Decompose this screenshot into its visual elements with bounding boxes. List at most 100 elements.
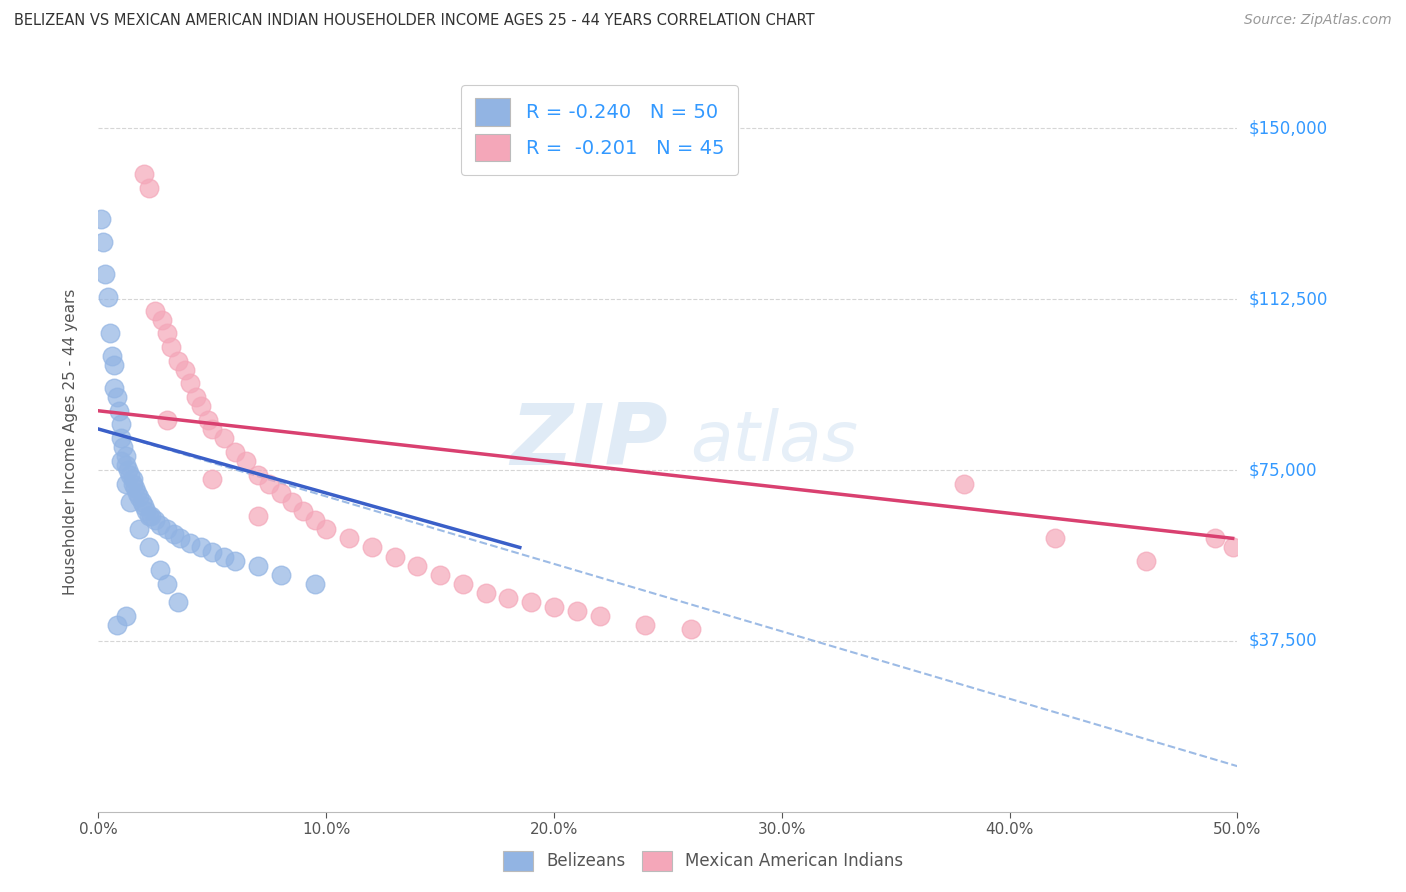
Point xyxy=(96,290,118,304)
Point xyxy=(149,563,172,577)
Text: $150,000: $150,000 xyxy=(1249,120,1327,137)
Point xyxy=(156,413,179,427)
Point xyxy=(270,485,292,500)
Point xyxy=(201,422,224,436)
Point xyxy=(156,326,179,341)
Point xyxy=(138,508,160,523)
Point xyxy=(281,495,304,509)
Point xyxy=(337,532,360,546)
Point xyxy=(98,326,121,341)
Point xyxy=(520,595,543,609)
Point xyxy=(138,180,160,194)
Point xyxy=(429,567,451,582)
Point xyxy=(190,399,212,413)
Point xyxy=(138,541,160,555)
Point xyxy=(120,495,142,509)
Point xyxy=(543,599,565,614)
Point xyxy=(94,267,117,281)
Point xyxy=(246,558,269,573)
Point xyxy=(679,623,702,637)
Point xyxy=(110,431,132,445)
Point xyxy=(128,491,150,505)
Point xyxy=(498,591,520,605)
Point xyxy=(1135,554,1157,568)
Point xyxy=(121,472,143,486)
Point xyxy=(360,541,382,555)
Point xyxy=(224,554,246,568)
Point xyxy=(156,522,179,536)
Point xyxy=(145,513,167,527)
Point xyxy=(259,476,281,491)
Point xyxy=(103,358,125,372)
Point xyxy=(103,381,125,395)
Point xyxy=(174,363,197,377)
Legend: R = -0.240   N = 50, R =  -0.201   N = 45: R = -0.240 N = 50, R = -0.201 N = 45 xyxy=(461,85,738,175)
Text: BELIZEAN VS MEXICAN AMERICAN INDIAN HOUSEHOLDER INCOME AGES 25 - 44 YEARS CORREL: BELIZEAN VS MEXICAN AMERICAN INDIAN HOUS… xyxy=(14,13,814,29)
Text: Source: ZipAtlas.com: Source: ZipAtlas.com xyxy=(1244,13,1392,28)
Point xyxy=(384,549,406,564)
Point xyxy=(212,431,235,445)
Point xyxy=(114,608,136,623)
Point xyxy=(179,536,201,550)
Point xyxy=(145,303,167,318)
Point xyxy=(124,481,146,495)
Point xyxy=(212,549,235,564)
Point xyxy=(167,353,190,368)
Point xyxy=(91,235,114,250)
Point xyxy=(304,513,326,527)
Point xyxy=(190,541,212,555)
Point xyxy=(139,508,162,523)
Point xyxy=(150,312,173,326)
Point xyxy=(90,212,112,227)
Point xyxy=(162,526,184,541)
Point xyxy=(246,508,269,523)
Point xyxy=(235,454,257,468)
Text: ZIP: ZIP xyxy=(510,400,668,483)
Legend: Belizeans, Mexican American Indians: Belizeans, Mexican American Indians xyxy=(495,842,911,880)
Point xyxy=(114,450,136,464)
Point xyxy=(149,517,172,532)
Point xyxy=(406,558,429,573)
Text: $112,500: $112,500 xyxy=(1249,290,1327,308)
Text: atlas: atlas xyxy=(690,408,859,475)
Point xyxy=(110,417,132,432)
Point xyxy=(246,467,269,482)
Point xyxy=(160,340,183,354)
Point xyxy=(953,476,976,491)
Point xyxy=(1204,532,1226,546)
Point xyxy=(101,349,124,363)
Point xyxy=(108,404,131,418)
Point xyxy=(127,485,149,500)
Point xyxy=(135,504,157,518)
Point xyxy=(474,586,496,600)
Point xyxy=(132,500,155,514)
Point xyxy=(120,467,142,482)
Point xyxy=(304,577,326,591)
Point xyxy=(105,390,128,404)
Point xyxy=(224,444,246,458)
Point xyxy=(167,595,190,609)
Point xyxy=(197,413,219,427)
Point xyxy=(565,604,588,618)
Point xyxy=(117,463,139,477)
Point xyxy=(132,167,155,181)
Point xyxy=(169,532,191,546)
Point xyxy=(131,495,153,509)
Point xyxy=(1222,541,1244,555)
Point xyxy=(179,376,201,391)
Point xyxy=(156,577,179,591)
Text: $75,000: $75,000 xyxy=(1249,461,1317,479)
Point xyxy=(105,618,128,632)
Point xyxy=(1043,532,1066,546)
Y-axis label: Householder Income Ages 25 - 44 years: Householder Income Ages 25 - 44 years xyxy=(63,288,77,595)
Point xyxy=(110,454,132,468)
Point xyxy=(270,567,292,582)
Point xyxy=(112,440,135,454)
Point xyxy=(201,545,224,559)
Point xyxy=(315,522,337,536)
Point xyxy=(186,390,208,404)
Point xyxy=(451,577,474,591)
Point xyxy=(634,618,657,632)
Point xyxy=(588,608,610,623)
Point xyxy=(292,504,315,518)
